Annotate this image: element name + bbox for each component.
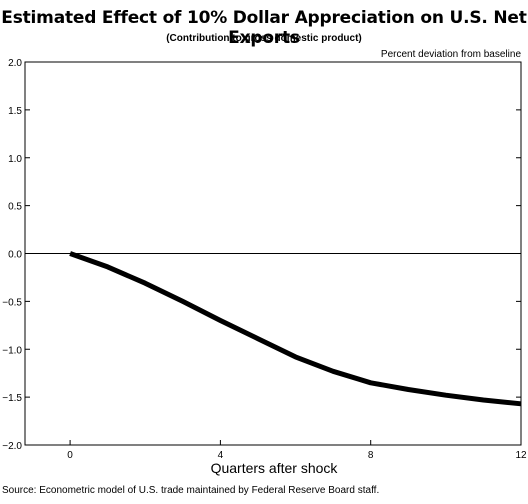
chart-title: Estimated Effect of 10% Dollar Appreciat…: [1, 8, 527, 48]
x-axis: 0 4 8 12: [67, 440, 527, 461]
y-tick-label: −0.5: [2, 297, 22, 308]
x-tick-label: 4: [218, 450, 224, 461]
y-tick-label: 1.0: [8, 154, 22, 165]
y-tick-label: −1.0: [2, 345, 22, 356]
y-tick-label: 0.5: [8, 202, 22, 213]
source-note: Source: Econometric model of U.S. trade …: [2, 485, 380, 496]
series-layer: [69, 251, 522, 407]
x-axis-label: Quarters after shock: [211, 460, 339, 476]
y-tick-label: −1.5: [2, 393, 22, 404]
y-axis: −2.0 −1.5 −1.0 −0.5 0.0 0.5 1.0 1.5 2.0: [2, 58, 521, 452]
series-line: [69, 251, 522, 407]
x-tick-label: 12: [515, 450, 527, 461]
x-tick-label: 0: [67, 450, 73, 461]
y-tick-label: 1.5: [8, 106, 22, 117]
chart-subtitle: (Contribution to gross domestic product): [166, 33, 362, 44]
units-note: Percent deviation from baseline: [381, 49, 522, 60]
x-tick-label: 8: [368, 450, 374, 461]
y-tick-label: 2.0: [8, 58, 22, 69]
y-tick-label: 0.0: [8, 250, 22, 261]
y-tick-label: −2.0: [2, 441, 22, 452]
